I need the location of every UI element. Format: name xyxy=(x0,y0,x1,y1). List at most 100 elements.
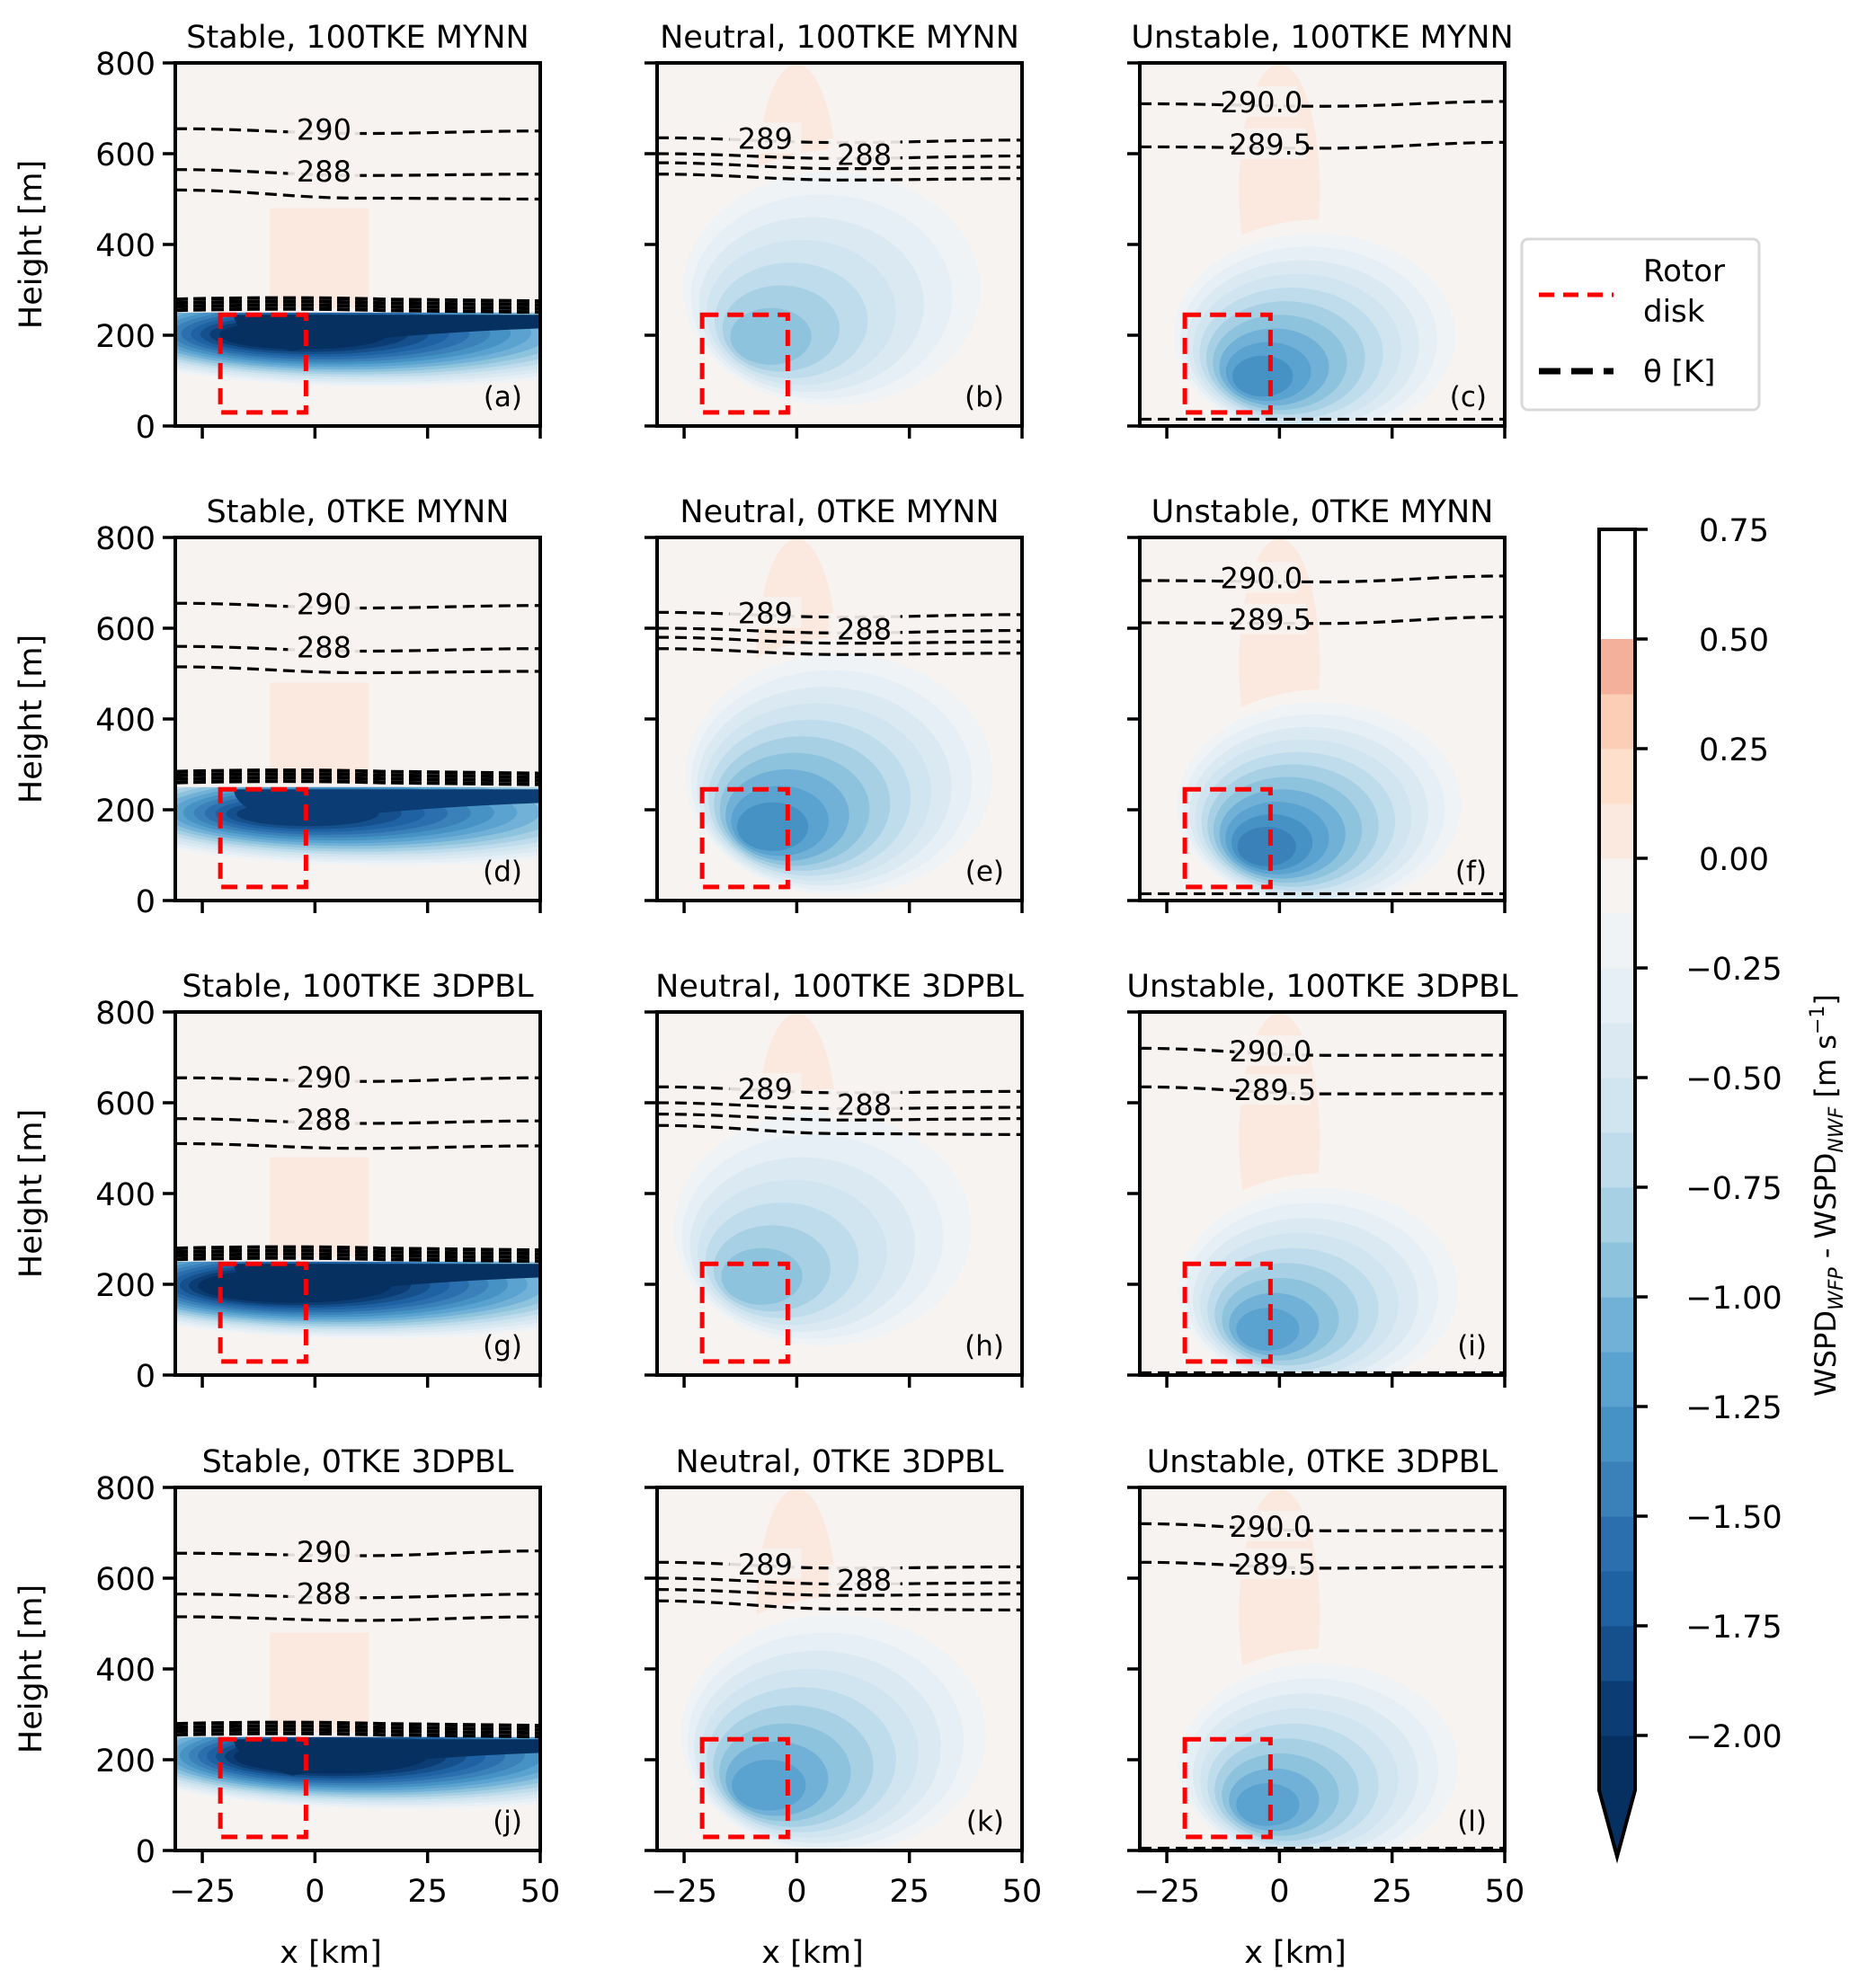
contour-label-gap xyxy=(288,1103,360,1134)
contour-label-gap xyxy=(288,1535,360,1566)
colorbar-tick-label: 0.75 xyxy=(1699,513,1769,549)
colorbar-level xyxy=(1599,694,1635,750)
contour-label-gap xyxy=(729,1548,802,1579)
legend-rotor-label-line1: Rotor xyxy=(1643,253,1725,289)
x-tick-label: 50 xyxy=(1002,1874,1043,1910)
y-tick-label: 200 xyxy=(95,794,156,830)
panel-title: Unstable, 0TKE MYNN xyxy=(1151,494,1494,530)
theta-contours: 290.0 289.5 xyxy=(1140,85,1505,422)
theta-contour-line xyxy=(175,665,540,675)
y-tick-label: 800 xyxy=(95,521,156,557)
theta-inversion-contour xyxy=(175,1724,540,1732)
theta-contours: 289 288 xyxy=(657,122,1022,182)
rotor-disk-outline xyxy=(218,786,308,890)
contour-label-gap xyxy=(288,155,360,187)
y-axis-label: Height [m] xyxy=(13,1584,49,1753)
panel-label: (j) xyxy=(493,1806,522,1838)
contour-label-gap xyxy=(729,1072,802,1104)
theta-contour-label: 288 xyxy=(837,612,892,646)
colorbar-tick-label: −2.00 xyxy=(1685,1719,1782,1755)
theta-contour-line xyxy=(175,1615,540,1622)
rotor-disk-outline xyxy=(1182,1736,1273,1840)
theta-contour-line xyxy=(657,1113,1022,1122)
panel-title: Stable, 100TKE 3DPBL xyxy=(182,969,534,1005)
contour-label-gap xyxy=(288,113,360,145)
y-tick-label: 600 xyxy=(95,138,156,173)
panel-label: (f) xyxy=(1455,856,1487,888)
theta-contour-line xyxy=(1140,1085,1505,1096)
panel-h: 289 288 Neutral, 100TKE 3DPBL (h) xyxy=(645,969,1024,1388)
x-tick-label: −25 xyxy=(651,1874,717,1910)
theta-inversion-contour xyxy=(175,779,540,786)
panel-i: 290.0 289.5 Unstable, 100TKE 3DPBL (i) xyxy=(1126,969,1518,1388)
deficit-contour xyxy=(736,802,809,851)
theta-contours: 290.0 289.5 xyxy=(1140,1510,1505,1850)
theta-inversion-contour xyxy=(175,306,540,315)
colorbar-tick-label: −0.25 xyxy=(1685,952,1782,988)
colorbar-level xyxy=(1599,1461,1635,1517)
colorbar-level xyxy=(1599,1297,1635,1353)
colorbar-level xyxy=(1599,1187,1635,1243)
theta-contour-label: 288 xyxy=(837,1564,892,1598)
legend-frame xyxy=(1520,237,1761,412)
colorbar-level xyxy=(1599,1681,1635,1736)
panel-title: Neutral, 0TKE MYNN xyxy=(680,494,999,530)
panel-title: Neutral, 100TKE 3DPBL xyxy=(655,969,1024,1005)
x-tick-label: −25 xyxy=(169,1874,236,1910)
wspd-field xyxy=(175,1487,540,1850)
y-tick-label: 600 xyxy=(95,612,156,648)
y-tick-label: 400 xyxy=(95,228,156,264)
panel-label: (k) xyxy=(966,1806,1004,1838)
contour-label-gap xyxy=(1234,128,1307,159)
theta-contour-line xyxy=(1140,1046,1505,1057)
deficit-contour xyxy=(730,307,812,365)
x-tick-label: 50 xyxy=(1485,1874,1525,1910)
theta-contour-label: 288 xyxy=(297,155,351,189)
theta-contour-label: 289.5 xyxy=(1234,1548,1317,1582)
x-tick-label: 25 xyxy=(889,1874,929,1910)
positive-anomaly xyxy=(270,1157,369,1257)
positive-anomaly xyxy=(270,682,369,783)
theta-contour-line xyxy=(657,1588,1022,1597)
wspd-field xyxy=(175,537,540,901)
panel-title: Stable, 0TKE MYNN xyxy=(207,494,510,530)
rotor-disk-outline xyxy=(1182,312,1273,415)
theta-contour-line xyxy=(175,127,540,136)
rotor-disk-outline xyxy=(699,1261,790,1364)
theta-contour-line xyxy=(1140,574,1505,584)
contour-label-gap xyxy=(828,138,901,170)
theta-contour-label: 290.0 xyxy=(1230,1034,1312,1069)
panel-e: 289 288 Neutral, 0TKE MYNN (e) xyxy=(645,494,1024,913)
contour-label-gap xyxy=(729,597,802,628)
wspd-field xyxy=(657,63,1022,426)
theta-contour-label: 289.5 xyxy=(1234,1073,1317,1107)
rotor-disk-outline xyxy=(218,1261,308,1364)
y-tick-label: 800 xyxy=(95,1471,156,1507)
contour-label-gap xyxy=(288,1061,360,1093)
contour-label-gap xyxy=(1234,1511,1307,1542)
panel-label: (b) xyxy=(965,381,1004,413)
theta-inversion-contour xyxy=(175,1256,540,1264)
colorbar: 0.75 0.50 0.25 0.00 −0.25 −0.50 −0.75 −1.00 −1.2… xyxy=(1597,513,1848,1864)
contour-label-gap xyxy=(288,588,360,619)
wake-jet-core xyxy=(234,789,540,826)
panel-label: (g) xyxy=(483,1330,522,1362)
theta-contour-label: 289.5 xyxy=(1230,128,1312,162)
colorbar-tick-label: 0.50 xyxy=(1699,623,1769,659)
legend: Rotor disk θ [K] xyxy=(1520,237,1761,412)
theta-contours: 289 288 xyxy=(657,597,1022,656)
wspd-field xyxy=(657,537,1022,901)
x-tick-label: 0 xyxy=(787,1874,806,1910)
theta-contour-line xyxy=(175,1117,540,1125)
colorbar-tick-label: −1.50 xyxy=(1685,1500,1782,1536)
rotor-disk-outline xyxy=(699,786,790,890)
y-axis-label: Height [m] xyxy=(13,635,49,803)
theta-contours: 290.0 289.5 xyxy=(1140,1034,1505,1375)
y-tick-label: 0 xyxy=(136,1834,156,1870)
theta-contour-line xyxy=(175,1141,540,1150)
theta-inversion-contour xyxy=(175,299,540,307)
theta-contour-line xyxy=(657,161,1022,171)
